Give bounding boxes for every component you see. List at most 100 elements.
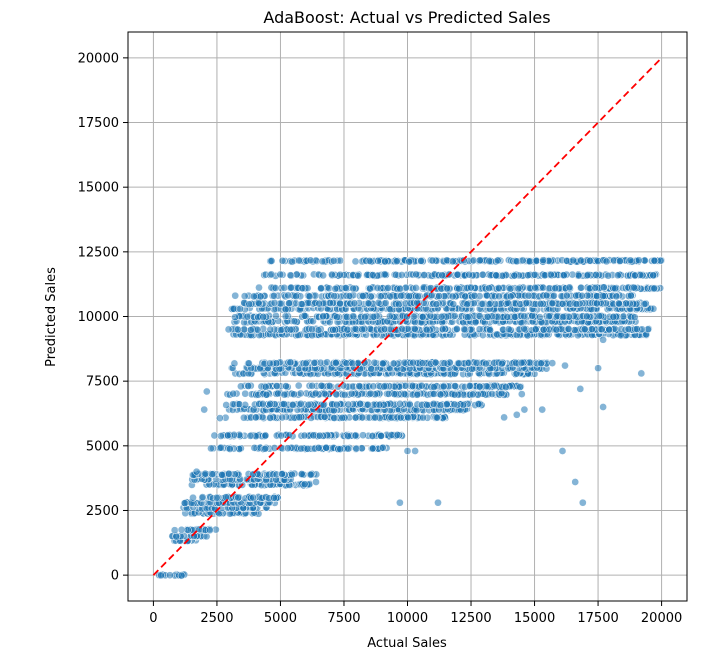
- data-point: [344, 400, 353, 409]
- data-point: [482, 359, 490, 368]
- data-point: [354, 271, 362, 280]
- data-point: [368, 432, 377, 440]
- data-point: [453, 270, 462, 279]
- data-point: [578, 291, 586, 300]
- data-point: [181, 499, 189, 507]
- data-point: [450, 312, 459, 320]
- data-point: [591, 284, 600, 292]
- data-point: [622, 299, 631, 308]
- y-tick-label: 5000: [86, 439, 119, 454]
- data-point: [624, 325, 633, 333]
- data-point: [397, 271, 406, 279]
- data-point: [632, 325, 641, 333]
- data-point: [562, 291, 571, 300]
- y-tick-label: 17500: [78, 116, 119, 131]
- data-point: [599, 292, 607, 300]
- data-point: [468, 390, 477, 399]
- data-point: [292, 292, 300, 301]
- data-point: [520, 405, 529, 414]
- data-point: [305, 292, 314, 301]
- data-point: [254, 298, 263, 307]
- data-point: [398, 325, 407, 333]
- data-point: [240, 292, 249, 300]
- data-point: [278, 413, 287, 422]
- data-point: [336, 256, 345, 265]
- data-point: [285, 431, 294, 439]
- y-axis-label: Predicted Sales: [44, 267, 59, 367]
- data-point: [650, 284, 658, 293]
- data-point: [397, 292, 405, 300]
- data-point: [314, 326, 323, 334]
- data-point: [218, 471, 227, 479]
- data-point: [412, 284, 420, 292]
- data-point: [231, 313, 239, 322]
- data-point: [637, 369, 646, 378]
- data-point: [358, 325, 367, 334]
- data-point: [559, 271, 568, 280]
- data-point: [261, 444, 269, 453]
- data-point: [345, 292, 354, 300]
- data-point: [315, 299, 324, 308]
- data-point: [329, 325, 337, 334]
- data-point: [348, 359, 357, 368]
- data-point: [409, 358, 417, 367]
- data-point: [599, 335, 607, 344]
- data-point: [366, 284, 374, 293]
- data-point: [251, 413, 260, 422]
- data-point: [266, 325, 275, 334]
- data-point: [475, 325, 484, 334]
- data-point: [336, 299, 344, 308]
- data-point: [349, 312, 358, 321]
- data-point: [344, 444, 352, 453]
- data-point: [277, 326, 285, 334]
- data-point: [369, 312, 378, 321]
- data-point: [396, 498, 404, 507]
- data-point: [524, 271, 532, 280]
- data-point: [377, 432, 385, 440]
- data-point: [319, 271, 327, 280]
- data-point: [531, 283, 539, 292]
- data-point: [258, 400, 267, 408]
- data-point: [208, 470, 217, 479]
- data-point: [380, 270, 389, 279]
- data-point: [410, 324, 419, 333]
- data-point: [577, 256, 585, 265]
- data-point: [576, 385, 585, 393]
- data-point: [256, 292, 265, 301]
- data-point: [356, 400, 364, 408]
- data-point: [501, 383, 510, 391]
- data-point: [240, 325, 249, 334]
- data-point: [250, 444, 259, 452]
- data-point: [463, 300, 471, 309]
- data-point: [435, 292, 443, 300]
- data-point: [437, 312, 446, 321]
- data-point: [478, 300, 487, 308]
- data-point: [405, 292, 413, 301]
- data-point: [201, 469, 210, 478]
- data-point: [336, 270, 344, 279]
- data-point: [440, 359, 449, 368]
- data-point: [464, 359, 473, 367]
- data-point: [551, 284, 560, 293]
- data-point: [612, 292, 621, 301]
- data-point: [474, 400, 483, 408]
- data-point: [493, 256, 502, 265]
- data-point: [418, 313, 427, 321]
- data-point: [320, 389, 329, 398]
- data-point: [297, 300, 306, 308]
- data-point: [298, 284, 307, 293]
- data-point: [649, 271, 658, 280]
- x-tick-label: 0: [149, 611, 157, 626]
- x-tick-label: 20000: [641, 611, 682, 626]
- data-point: [436, 390, 445, 399]
- data-point: [432, 300, 441, 309]
- data-point: [281, 312, 290, 321]
- data-point: [295, 256, 303, 265]
- data-point: [400, 358, 409, 367]
- data-point: [333, 313, 341, 322]
- data-point: [396, 413, 405, 422]
- data-point: [244, 382, 253, 390]
- data-point: [419, 413, 427, 422]
- data-point: [261, 431, 270, 440]
- data-point: [506, 292, 515, 301]
